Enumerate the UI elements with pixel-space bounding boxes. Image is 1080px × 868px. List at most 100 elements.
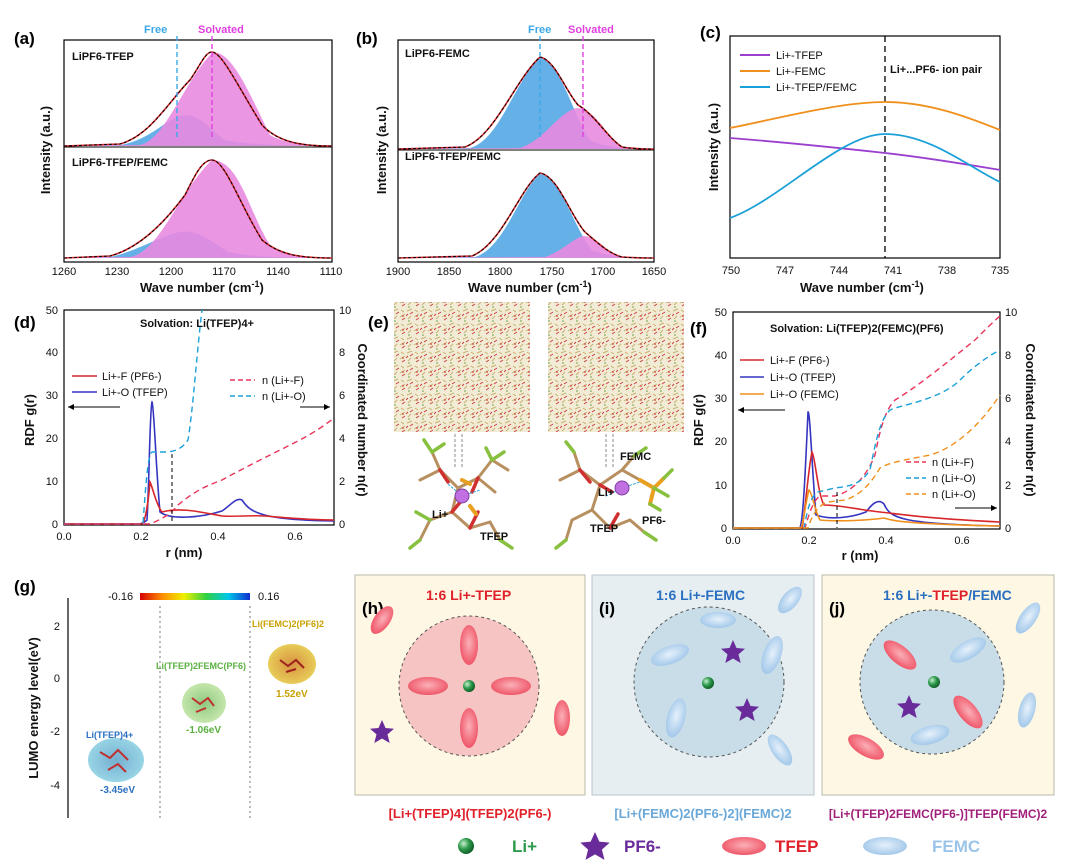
panel-label-f: (f) xyxy=(690,319,707,338)
x-tick: 744 xyxy=(830,265,848,277)
tfep-shape xyxy=(848,734,884,760)
x-ticks-c: 750 747 744 741 738 735 xyxy=(722,265,1009,277)
li-legend-marker xyxy=(458,838,474,854)
formula-i: [Li+(FEMC)2(PF6-)2](FEMC)2 xyxy=(614,806,791,821)
legend-femc: FEMC xyxy=(932,837,980,856)
legend-item: Li+-FEMC xyxy=(776,66,826,78)
femc-shape xyxy=(767,734,793,766)
panel-c: (c) Li+-TFEP Li+-FEMC Li+-TFEP/FEMC Li+.… xyxy=(700,23,1009,295)
y2-tick: 2 xyxy=(339,476,345,488)
y2-ticks-f: 0 2 4 6 8 10 xyxy=(1005,307,1017,535)
y2-tick: 4 xyxy=(1005,436,1011,448)
x-tick: 1850 xyxy=(437,266,461,278)
x-tick: 0.6 xyxy=(287,531,302,543)
panel-b: (b) Free Solvated LiPF6-FEMC LiPF6-TFEP/… xyxy=(356,24,666,295)
x-ticks-f: 0.0 0.2 0.4 0.6 xyxy=(725,535,969,547)
raw-line-top xyxy=(63,51,333,147)
bottom-legend: Li+ PF6- TFEP FEMC xyxy=(458,832,980,860)
species-energy: -3.45eV xyxy=(100,785,135,796)
panel-h: (h) 1:6 Li+-TFEP xyxy=(354,574,586,796)
species-name: Li(TFEP)2FEMC(PF6) xyxy=(156,661,246,671)
y-tick: 0 xyxy=(54,673,60,685)
y-tick: 0 xyxy=(721,523,727,535)
pf6-star xyxy=(735,698,759,721)
plot-frame-d xyxy=(63,309,335,526)
legend-pf6: PF6- xyxy=(624,837,661,856)
x-tick: 1230 xyxy=(105,266,129,278)
y2-tick: 0 xyxy=(1005,523,1011,535)
cn-li-f xyxy=(733,315,1001,529)
y2-axis-label-d: Coordinated number n(r) xyxy=(355,343,370,496)
panel-d: (d) Solvation: Li(TFEP)4+ Li+-F (PF6-) L… xyxy=(14,305,370,560)
series-line-li-tfep-femc xyxy=(729,133,1001,219)
y-axis-label-g: LUMO energy level(eV) xyxy=(26,637,41,779)
legend-f-right: n (Li+-F) n (Li+-O) n (Li+-O) xyxy=(906,457,997,511)
label-li-left: Li+ xyxy=(432,509,448,521)
cn-li-o-femc xyxy=(733,394,1001,529)
ion-pair-annotation: Li+...PF6- ion pair xyxy=(890,64,983,76)
y-tick: 30 xyxy=(46,390,58,402)
y2-tick: 2 xyxy=(1005,480,1011,492)
cn-li-o-tfep xyxy=(733,349,1001,529)
legend-item: n (Li+-O) xyxy=(932,489,976,501)
panel-label-d: (d) xyxy=(14,313,36,332)
title-top-b: LiPF6-FEMC xyxy=(405,48,470,60)
y2-tick: 0 xyxy=(339,519,345,531)
tfep-shape xyxy=(370,606,394,634)
formula-h: [Li+(TFEP)4](TFEP)2(PF6-) xyxy=(389,806,552,821)
colorbar xyxy=(140,593,250,600)
solvated-label: Solvated xyxy=(568,24,614,36)
species-energy: -1.06eV xyxy=(186,725,221,736)
label-tfep-right: TFEP xyxy=(590,523,618,535)
x-axis-label-d: r (nm) xyxy=(166,545,203,560)
plot-frame-a xyxy=(63,39,333,263)
x-tick: 747 xyxy=(776,265,794,277)
femc-legend-marker xyxy=(863,837,907,855)
li-ion xyxy=(702,677,714,689)
x-tick: 1110 xyxy=(320,266,343,278)
rdf-li-f-pf6 xyxy=(64,479,335,525)
legend-item: n (Li+-O) xyxy=(932,473,976,485)
y2-axis-label-f: Coordinated number n(r) xyxy=(1023,343,1038,496)
li-ion xyxy=(463,680,475,692)
legend-d-left: Li+-F (PF6-) Li+-O (TFEP) xyxy=(68,371,168,410)
free-label: Free xyxy=(144,24,167,36)
y-axis-label-c: Intensity (a.u.) xyxy=(706,103,721,191)
panel-label-j: (j) xyxy=(829,599,845,618)
x-tick: 1170 xyxy=(212,266,236,278)
y2-ticks-d: 0 2 4 6 8 10 xyxy=(339,305,351,531)
femc-shape xyxy=(761,635,783,675)
md-box-right xyxy=(548,302,684,432)
x-tick: 1800 xyxy=(488,266,512,278)
x-tick: 741 xyxy=(884,265,902,277)
title-bottom-b: LiPF6-TFEP/FEMC xyxy=(405,151,501,163)
molecule-li-tfep2-femc-pf6 xyxy=(182,683,226,723)
species-name: Li(FEMC)2(PF6)2 xyxy=(252,619,324,629)
y2-tick: 10 xyxy=(1005,307,1017,319)
panel-j: (j) 1:6 Li+-TFEP/FEMC xyxy=(821,574,1055,796)
cluster-right xyxy=(554,440,674,550)
femc-shape xyxy=(665,698,687,738)
tfep-shape xyxy=(554,700,570,736)
legend-f-left: Li+-F (PF6-) Li+-O (TFEP) Li+-O (FEMC) xyxy=(738,355,839,413)
legend-c: Li+-TFEP Li+-FEMC Li+-TFEP/FEMC xyxy=(740,50,857,94)
y2-tick: 6 xyxy=(339,390,345,402)
cn-li-f xyxy=(64,417,335,525)
li-ion xyxy=(928,676,940,688)
cn-li-o xyxy=(64,309,203,525)
legend-item: Li+-O (FEMC) xyxy=(770,389,839,401)
raw-line-bottom xyxy=(63,159,333,259)
y-tick: 10 xyxy=(46,476,58,488)
x-axis-label-c: Wave number (cm-1) xyxy=(800,279,924,295)
panel-label-c: (c) xyxy=(700,23,721,42)
femc-shape xyxy=(700,612,736,628)
solvation-title-d: Solvation: Li(TFEP)4+ xyxy=(140,318,254,330)
y-tick: 50 xyxy=(46,305,58,317)
solvated-peak-area-top xyxy=(64,52,332,146)
raw-line-top xyxy=(397,56,655,150)
x-axis-label-a: Wave number (cm-1) xyxy=(140,279,264,295)
panel-label-a: (a) xyxy=(14,29,35,48)
legend-item: n (Li+-F) xyxy=(262,375,304,387)
tfep-shape xyxy=(460,708,478,748)
